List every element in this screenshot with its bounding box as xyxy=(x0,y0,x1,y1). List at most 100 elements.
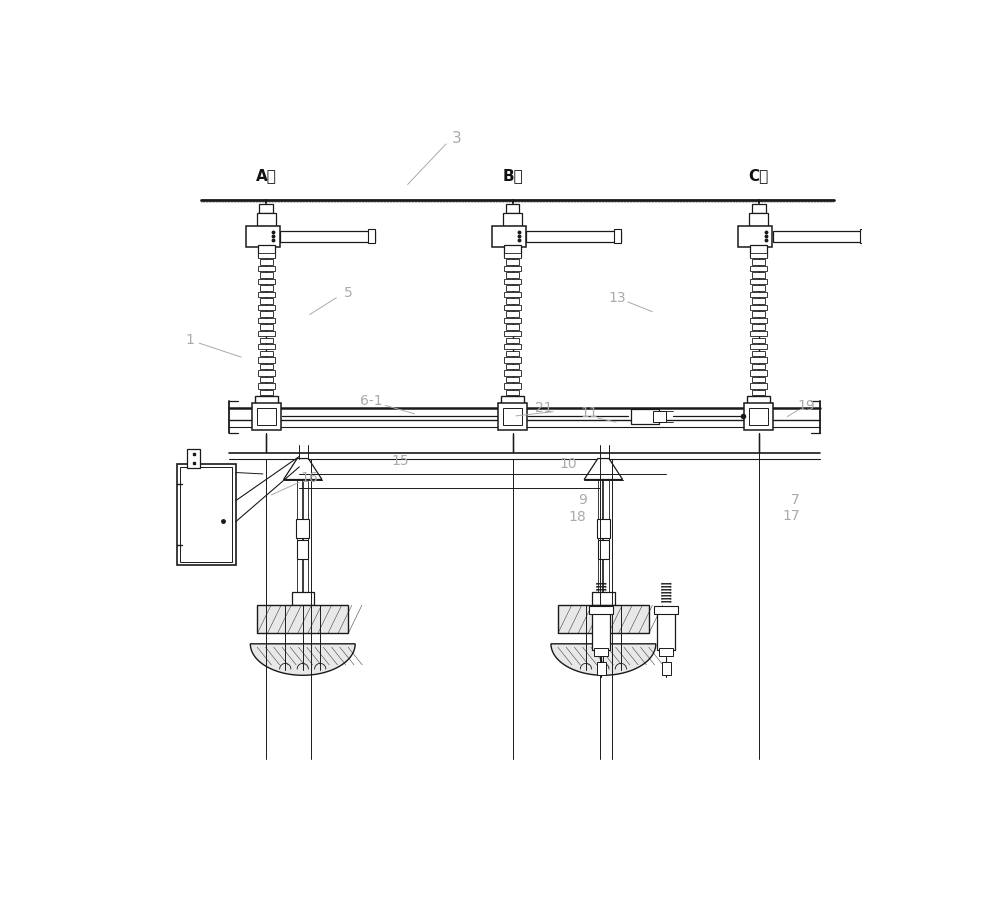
Bar xyxy=(260,324,273,330)
Text: 16: 16 xyxy=(301,471,319,485)
Bar xyxy=(504,252,521,258)
Bar xyxy=(750,318,767,323)
Bar xyxy=(657,612,675,650)
Bar xyxy=(659,648,673,656)
Bar xyxy=(255,396,278,407)
Bar xyxy=(506,338,519,343)
Bar xyxy=(260,272,273,278)
Bar xyxy=(750,383,767,389)
Bar xyxy=(258,305,275,311)
Bar xyxy=(504,357,521,362)
Bar xyxy=(752,338,765,343)
Bar xyxy=(752,285,765,291)
Bar xyxy=(501,396,524,407)
Bar xyxy=(252,403,281,429)
Bar xyxy=(260,363,273,369)
Bar xyxy=(504,305,521,311)
Bar xyxy=(654,606,678,615)
Bar xyxy=(260,377,273,382)
Bar xyxy=(653,410,666,422)
Bar xyxy=(258,331,275,337)
Text: 15: 15 xyxy=(392,454,409,469)
Bar xyxy=(258,318,275,323)
Bar xyxy=(752,203,766,212)
Bar xyxy=(260,299,273,304)
Bar xyxy=(750,370,767,376)
Bar xyxy=(750,344,767,350)
Bar xyxy=(258,266,275,271)
Bar xyxy=(258,279,275,284)
Bar xyxy=(296,518,309,538)
Bar xyxy=(257,606,348,634)
Bar xyxy=(594,648,608,656)
Bar xyxy=(260,311,273,317)
Bar xyxy=(498,403,527,429)
Bar xyxy=(750,357,767,362)
Bar xyxy=(503,408,522,425)
Bar xyxy=(258,291,275,298)
Bar xyxy=(750,244,767,257)
Bar xyxy=(752,272,765,278)
Bar xyxy=(631,409,659,424)
Bar xyxy=(246,226,280,247)
Bar xyxy=(752,260,765,265)
Text: 1: 1 xyxy=(185,332,194,347)
Bar xyxy=(752,299,765,304)
Bar xyxy=(180,468,232,562)
Bar xyxy=(258,357,275,362)
Bar xyxy=(504,266,521,271)
Text: 5: 5 xyxy=(344,286,353,300)
Text: 9: 9 xyxy=(578,493,587,508)
Bar xyxy=(860,229,867,243)
Bar xyxy=(506,203,519,212)
Polygon shape xyxy=(284,459,322,479)
Bar xyxy=(750,291,767,298)
Bar xyxy=(592,612,610,650)
Bar xyxy=(259,203,273,212)
Bar xyxy=(504,331,521,337)
Text: 19: 19 xyxy=(797,400,815,413)
Bar xyxy=(258,370,275,376)
Bar xyxy=(752,311,765,317)
Text: 10: 10 xyxy=(560,457,577,471)
Bar xyxy=(260,350,273,356)
Bar xyxy=(750,266,767,271)
Bar xyxy=(506,390,519,395)
Bar xyxy=(177,464,236,565)
Bar xyxy=(504,318,521,323)
Bar xyxy=(504,279,521,284)
Bar xyxy=(258,244,275,257)
Bar xyxy=(592,592,615,605)
Bar xyxy=(258,344,275,350)
Bar xyxy=(292,592,314,605)
Bar xyxy=(260,260,273,265)
Bar xyxy=(506,363,519,369)
Text: 11: 11 xyxy=(581,406,598,420)
Bar xyxy=(280,231,375,242)
Bar xyxy=(597,518,610,538)
Bar xyxy=(597,662,606,675)
Text: 6-1: 6-1 xyxy=(360,394,383,409)
Bar xyxy=(506,272,519,278)
Bar xyxy=(506,299,519,304)
Bar xyxy=(589,606,613,615)
Bar xyxy=(504,370,521,376)
Bar xyxy=(598,540,609,558)
Bar xyxy=(526,231,621,242)
Bar xyxy=(752,363,765,369)
Bar xyxy=(258,252,275,258)
Text: 21: 21 xyxy=(535,400,553,414)
Text: 7: 7 xyxy=(791,493,800,508)
Bar xyxy=(187,449,200,469)
Bar xyxy=(752,324,765,330)
Text: 18: 18 xyxy=(569,510,586,524)
Bar xyxy=(506,285,519,291)
Bar xyxy=(738,226,772,247)
Bar xyxy=(506,350,519,356)
Bar xyxy=(260,338,273,343)
Bar xyxy=(752,350,765,356)
Bar xyxy=(773,231,867,242)
Bar xyxy=(750,279,767,284)
Text: 3: 3 xyxy=(452,131,461,146)
Bar xyxy=(750,331,767,337)
